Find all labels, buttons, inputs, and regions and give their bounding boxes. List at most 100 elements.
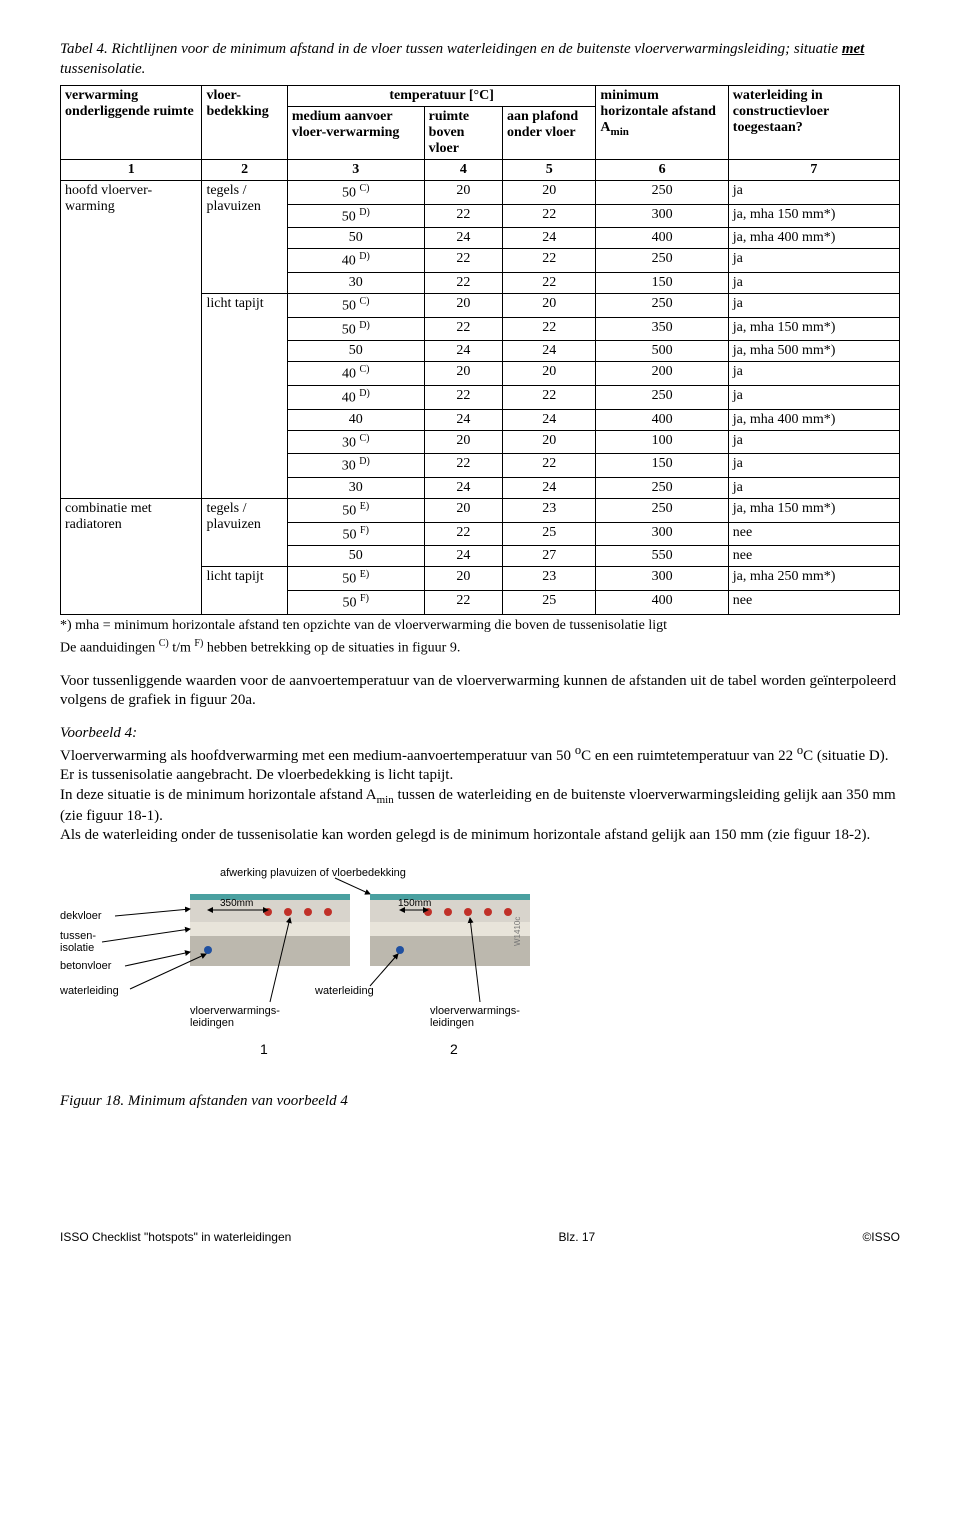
cell-c5: 24 [503, 341, 596, 362]
cell-c4: 22 [424, 590, 502, 614]
cell-c5: 22 [503, 385, 596, 409]
cell-c6: 500 [596, 341, 728, 362]
cell-c7: ja [728, 430, 899, 454]
th-col4: ruimte boven vloer [424, 107, 502, 160]
voorbeeld-heading: Voorbeeld 4: [60, 725, 900, 742]
m150: 150mm [398, 898, 431, 909]
fn2b: C) [159, 638, 169, 649]
title-emph: met [842, 41, 865, 57]
p2a: Vloerverwarming als hoofdverwarming met … [60, 748, 575, 764]
footnote-2: De aanduidingen C) t/m F) hebben betrekk… [60, 637, 900, 658]
cell-temp: 50 [287, 341, 424, 362]
cell-c7: nee [728, 590, 899, 614]
cell-temp: 50 [287, 228, 424, 249]
cell-c6: 250 [596, 293, 728, 317]
cell-c5: 22 [503, 454, 596, 478]
cell-c7: ja [728, 477, 899, 498]
cell-c7: ja [728, 293, 899, 317]
diagram-n1: 1 [260, 1041, 268, 1057]
cell-c4: 20 [424, 293, 502, 317]
page-footer: ISSO Checklist "hotspots" in waterleidin… [60, 1230, 900, 1244]
cell-c6: 100 [596, 430, 728, 454]
cell-c7: ja [728, 181, 899, 205]
table-row: combinatie met radiatorentegels / plavui… [61, 498, 900, 522]
cell-c4: 20 [424, 498, 502, 522]
cell-c7: ja, mha 150 mm*) [728, 498, 899, 522]
cell-c4: 24 [424, 409, 502, 430]
cell-c7: nee [728, 522, 899, 546]
lbl-waterleiding-2: waterleiding [314, 985, 374, 997]
cell-temp: 50 E) [287, 498, 424, 522]
cell-c4: 22 [424, 454, 502, 478]
cell-c4: 24 [424, 341, 502, 362]
lbl-top: afwerking plavuizen of vloerbedekking [220, 867, 406, 879]
cell-c6: 550 [596, 546, 728, 567]
cell-c4: 24 [424, 546, 502, 567]
cell-c4: 22 [424, 249, 502, 273]
cell-c4: 24 [424, 228, 502, 249]
para-interpolatie: Voor tussenliggende waarden voor de aanv… [60, 672, 900, 711]
cell-bedekking: tegels / plavuizen [202, 181, 287, 294]
cell-c6: 250 [596, 477, 728, 498]
cell-temp: 40 D) [287, 385, 424, 409]
footer-right: ©ISSO [862, 1230, 900, 1244]
cell-c5: 24 [503, 228, 596, 249]
cell-c6: 350 [596, 317, 728, 341]
th-n2: 2 [202, 160, 287, 181]
para-voorbeeld-1: Vloerverwarming als hoofdverwarming met … [60, 742, 900, 786]
cell-c5: 22 [503, 204, 596, 228]
cell-temp: 50 C) [287, 181, 424, 205]
cell-c6: 150 [596, 454, 728, 478]
cell-c5: 20 [503, 362, 596, 386]
cell-c7: ja, mha 400 mm*) [728, 409, 899, 430]
cell-c5: 24 [503, 477, 596, 498]
lbl-dekvloer: dekvloer [60, 910, 102, 922]
cell-c4: 20 [424, 567, 502, 591]
cell-temp: 50 D) [287, 317, 424, 341]
cell-temp: 30 C) [287, 430, 424, 454]
footer-mid: Blz. 17 [559, 1230, 596, 1244]
cell-c7: ja [728, 385, 899, 409]
cell-c4: 22 [424, 522, 502, 546]
cell-bedekking: licht tapijt [202, 567, 287, 614]
cell-c6: 300 [596, 204, 728, 228]
cell-c5: 25 [503, 590, 596, 614]
cell-c4: 20 [424, 181, 502, 205]
cell-temp: 40 C) [287, 362, 424, 386]
cell-c4: 22 [424, 317, 502, 341]
cell-c4: 22 [424, 204, 502, 228]
cell-c5: 20 [503, 293, 596, 317]
cell-c6: 250 [596, 385, 728, 409]
th-n5: 5 [503, 160, 596, 181]
cell-c4: 20 [424, 430, 502, 454]
th-n4: 4 [424, 160, 502, 181]
lbl-beton: betonvloer [60, 960, 112, 972]
m350: 350mm [220, 898, 253, 909]
title-prefix: Tabel 4. Richtlijnen voor de minimum afs… [60, 41, 842, 57]
th-col7: waterleiding in constructievloer toegest… [728, 86, 899, 160]
cell-c7: nee [728, 546, 899, 567]
cell-c6: 300 [596, 567, 728, 591]
cell-temp: 30 [287, 477, 424, 498]
cell-category: combinatie met radiatoren [61, 498, 202, 614]
fn2d: F) [194, 638, 203, 649]
diagram-n2: 2 [450, 1041, 458, 1057]
lbl-vv1a: vloerverwarmings- [190, 1005, 280, 1017]
cell-c5: 20 [503, 430, 596, 454]
p2b: C en een ruimtetemperatuur van 22 [581, 748, 797, 764]
cell-temp: 50 F) [287, 522, 424, 546]
p3a: In deze situatie is de minimum horizonta… [60, 787, 377, 803]
th-col3: medium aanvoer vloer-verwarming [287, 107, 424, 160]
cell-c6: 250 [596, 249, 728, 273]
cell-bedekking: tegels / plavuizen [202, 498, 287, 566]
th-n7: 7 [728, 160, 899, 181]
cell-category: hoofd vloerver-warming [61, 181, 202, 499]
cell-c7: ja [728, 454, 899, 478]
lbl-tussen-1: tussen- [60, 930, 96, 942]
th-col6: minimum horizontale afstand Amin [596, 86, 728, 160]
th-n1: 1 [61, 160, 202, 181]
cell-temp: 50 [287, 546, 424, 567]
cell-c7: ja, mha 250 mm*) [728, 567, 899, 591]
cell-c7: ja, mha 400 mm*) [728, 228, 899, 249]
cell-c7: ja, mha 150 mm*) [728, 317, 899, 341]
